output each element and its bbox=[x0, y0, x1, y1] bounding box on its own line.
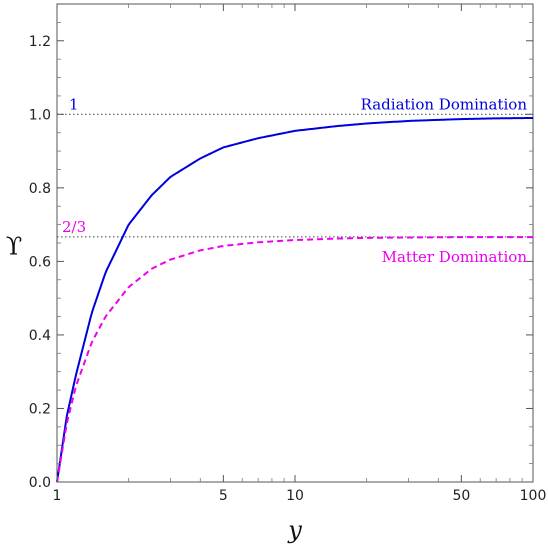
plot-frame bbox=[56, 3, 534, 483]
axis-ticks: 0.0 0.2 0.4 0.6 0.8 1.0 1.2 1 5 10 50 100 bbox=[29, 4, 547, 504]
series-line-radiation bbox=[56, 116, 534, 483]
reference-lines bbox=[57, 113, 533, 238]
y-tick-label: 0.4 bbox=[29, 328, 51, 344]
y-tick-label: 0.8 bbox=[29, 181, 51, 197]
y-tick-label: 1.0 bbox=[29, 107, 51, 123]
x-tick-label: 5 bbox=[219, 488, 228, 504]
y-tick-label: 0.2 bbox=[29, 401, 51, 417]
x-tick-label: 10 bbox=[286, 488, 304, 504]
series-label-matter: Matter Domination bbox=[382, 248, 528, 266]
series-label-radiation: Radiation Domination bbox=[361, 95, 528, 113]
reference-label-two-thirds: 2/3 bbox=[62, 218, 86, 236]
x-axis-title: y bbox=[287, 516, 302, 544]
x-tick-label: 100 bbox=[520, 488, 547, 504]
y-tick-label: 0.6 bbox=[29, 254, 51, 270]
y-tick-label: 1.2 bbox=[29, 34, 51, 50]
x-tick-label: 1 bbox=[53, 488, 62, 504]
x-tick-label: 50 bbox=[452, 488, 470, 504]
series-line-matter bbox=[56, 236, 533, 483]
y-axis-title: ϒ bbox=[6, 233, 22, 261]
reference-label-one: 1 bbox=[69, 95, 79, 113]
y-tick-label: 0.0 bbox=[29, 475, 51, 491]
series-lines bbox=[56, 116, 534, 483]
